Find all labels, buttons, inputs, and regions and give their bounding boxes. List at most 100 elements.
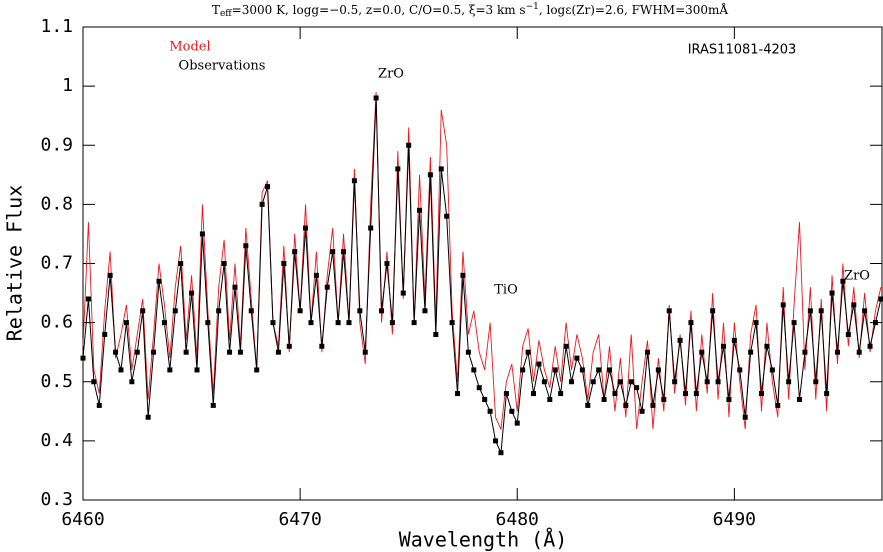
observation-point: [308, 320, 314, 326]
observation-point: [471, 367, 477, 373]
observation-point: [677, 337, 683, 343]
observation-point: [373, 95, 379, 101]
observation-point: [400, 290, 406, 296]
observation-point: [319, 343, 325, 349]
observation-point: [379, 308, 385, 314]
y-axis-label: Relative Flux: [3, 185, 27, 342]
observation-point: [531, 391, 537, 397]
observation-point: [270, 320, 276, 326]
observation-point: [655, 367, 661, 373]
observation-point: [726, 396, 732, 402]
title-part: eff: [220, 9, 232, 19]
observation-point: [845, 331, 851, 337]
observation-point: [552, 367, 558, 373]
observation-point: [265, 184, 271, 190]
observation-point: [590, 379, 596, 385]
observation-point: [444, 213, 450, 219]
observation-point: [487, 408, 493, 414]
legend-label: Observations: [179, 59, 266, 74]
observation-point: [167, 367, 173, 373]
observation-point: [503, 391, 509, 397]
observation-point: [541, 379, 547, 385]
observation-point: [639, 408, 645, 414]
observation-point: [460, 272, 466, 278]
observation-point: [699, 349, 705, 355]
observation-point: [140, 308, 146, 314]
observation-point: [672, 379, 678, 385]
observation-point: [134, 349, 140, 355]
observation-point: [243, 243, 249, 249]
observation-point: [693, 391, 699, 397]
observation-point: [183, 349, 189, 355]
observation-point: [721, 343, 727, 349]
annotation: IRAS11081-4203: [688, 43, 797, 58]
observation-point: [427, 172, 433, 178]
observation-point: [275, 349, 281, 355]
observation-point: [303, 225, 309, 231]
observation-point: [346, 320, 352, 326]
x-axis-label: Wavelength (Å): [399, 528, 568, 552]
observation-point: [509, 408, 515, 414]
observation-point: [189, 290, 195, 296]
y-tick-label: 1.1: [40, 16, 73, 37]
observation-point: [465, 349, 471, 355]
observation-point: [872, 320, 878, 326]
observation-point: [786, 379, 792, 385]
observation-point: [422, 308, 428, 314]
observation-point: [780, 302, 786, 308]
y-tick-label: 0.3: [40, 489, 73, 510]
observation-point: [237, 349, 243, 355]
observation-point: [634, 385, 640, 391]
observation-point: [704, 379, 710, 385]
observation-point: [123, 320, 129, 326]
observation-point: [807, 308, 813, 314]
observation-point: [368, 225, 374, 231]
observation-point: [834, 349, 840, 355]
observation-point: [878, 296, 883, 302]
observation-point: [417, 207, 423, 213]
observation-point: [791, 320, 797, 326]
observation-point: [254, 367, 260, 373]
observation-point: [585, 402, 591, 408]
observation-point: [818, 308, 824, 314]
observation-point: [102, 331, 108, 337]
observation-point: [395, 166, 401, 172]
observation-point: [607, 367, 613, 373]
observation-point: [520, 367, 526, 373]
observation-point: [227, 349, 233, 355]
observation-point: [151, 349, 157, 355]
observation-point: [764, 343, 770, 349]
observation-point: [796, 396, 802, 402]
observation-point: [438, 166, 444, 172]
observation-point: [406, 142, 412, 148]
observation-point: [569, 379, 575, 385]
title-part: =3000 K, logg=−0.5, z=0.0, C/O=0.5, ξ=3 …: [232, 3, 526, 17]
observation-point: [547, 396, 553, 402]
observation-point: [661, 396, 667, 402]
y-tick-label: 1: [62, 75, 73, 96]
observation-point: [341, 249, 347, 255]
observation-point: [645, 349, 651, 355]
annotation: ZrO: [844, 269, 870, 284]
observation-point: [129, 379, 135, 385]
observation-point: [574, 355, 580, 361]
observation-point: [558, 391, 564, 397]
title-part: , logε(Zr)=2.6, FWHM=300mÅ: [539, 2, 729, 17]
observation-point: [199, 231, 205, 237]
y-tick-label: 0.7: [40, 253, 73, 274]
observation-point: [612, 391, 618, 397]
observation-point: [514, 420, 520, 426]
observation-point: [330, 249, 336, 255]
observation-point: [482, 396, 488, 402]
observation-point: [357, 308, 363, 314]
observation-point: [851, 302, 857, 308]
observation-point: [867, 343, 873, 349]
y-tick-label: 0.4: [40, 430, 73, 451]
y-tick-label: 0.6: [40, 312, 73, 333]
observation-point: [362, 349, 368, 355]
observation-point: [145, 414, 151, 420]
model-line: [82, 92, 882, 431]
observation-point: [824, 391, 830, 397]
observation-point: [731, 337, 737, 343]
observation-point: [748, 349, 754, 355]
